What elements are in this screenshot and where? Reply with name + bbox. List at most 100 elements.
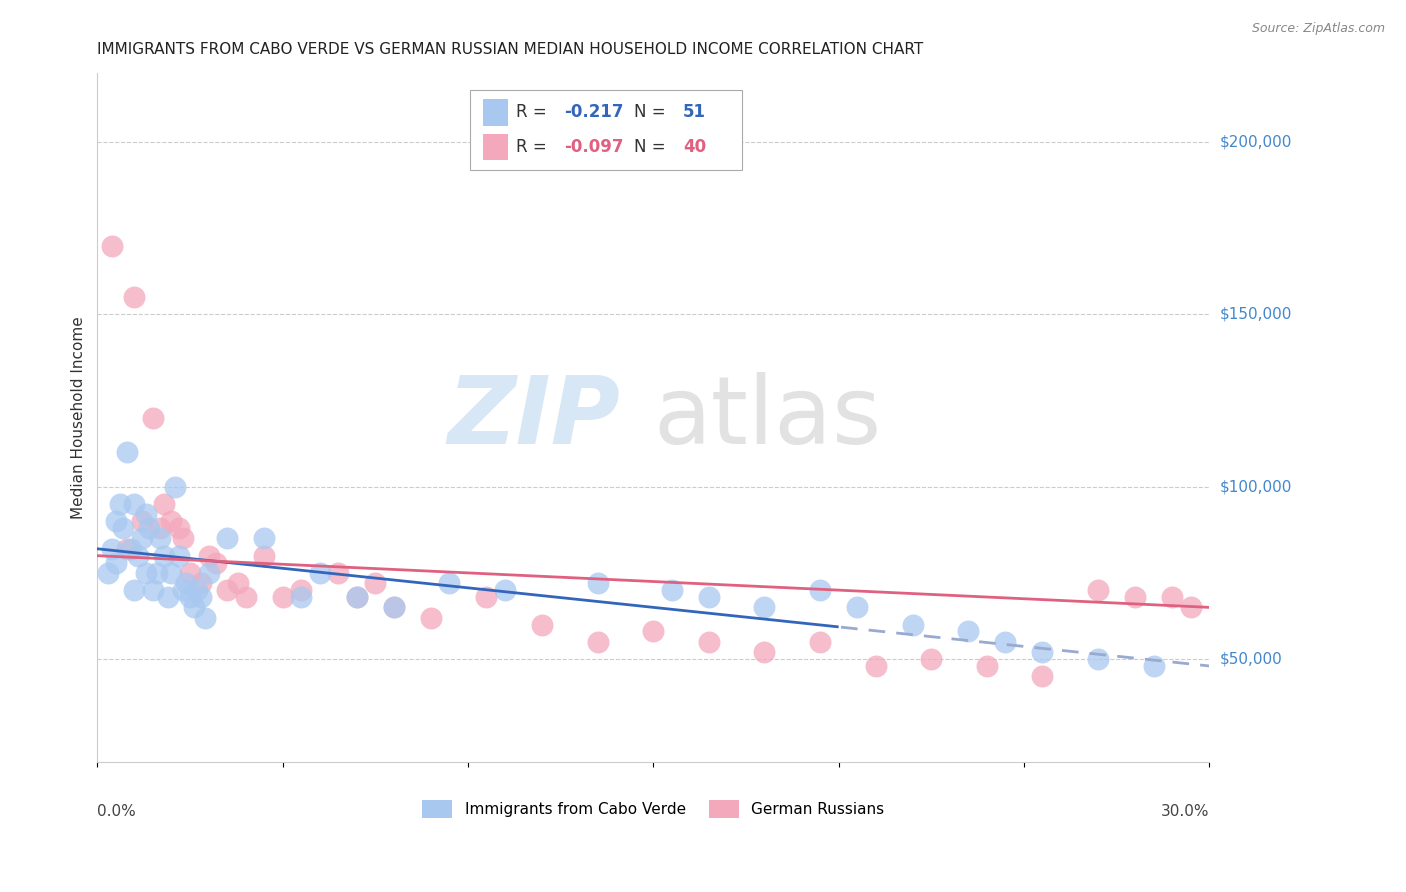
Point xyxy=(846,600,869,615)
Point xyxy=(308,566,330,580)
Legend: Immigrants from Cabo Verde, German Russians: Immigrants from Cabo Verde, German Russi… xyxy=(416,794,890,823)
Point xyxy=(142,583,165,598)
Point xyxy=(149,521,172,535)
Point xyxy=(419,610,441,624)
Point xyxy=(205,556,228,570)
Point xyxy=(235,590,257,604)
Point xyxy=(104,514,127,528)
Point xyxy=(149,532,172,546)
Point xyxy=(1031,645,1053,659)
Point xyxy=(131,514,153,528)
Point xyxy=(586,576,609,591)
Text: -0.097: -0.097 xyxy=(564,138,624,156)
Point xyxy=(190,576,212,591)
Point xyxy=(697,635,720,649)
Point xyxy=(179,590,201,604)
Point xyxy=(97,566,120,580)
Point xyxy=(531,617,554,632)
Point xyxy=(172,583,194,598)
Point xyxy=(108,497,131,511)
Point xyxy=(976,659,998,673)
Point xyxy=(865,659,887,673)
Text: 51: 51 xyxy=(683,103,706,121)
Point xyxy=(439,576,461,591)
Point xyxy=(215,583,238,598)
Point xyxy=(190,590,212,604)
Point xyxy=(643,624,665,639)
Text: 30.0%: 30.0% xyxy=(1160,804,1209,819)
Text: Source: ZipAtlas.com: Source: ZipAtlas.com xyxy=(1251,22,1385,36)
Point xyxy=(183,600,205,615)
Text: N =: N = xyxy=(634,138,671,156)
Point xyxy=(145,566,167,580)
Text: N =: N = xyxy=(634,103,671,121)
Point xyxy=(101,541,124,556)
Point xyxy=(101,238,124,252)
Point xyxy=(901,617,924,632)
Point xyxy=(115,541,138,556)
Text: $50,000: $50,000 xyxy=(1220,651,1282,666)
Point xyxy=(167,521,190,535)
Text: 0.0%: 0.0% xyxy=(97,804,136,819)
FancyBboxPatch shape xyxy=(484,134,508,160)
Point xyxy=(957,624,980,639)
Point xyxy=(160,514,183,528)
Point xyxy=(364,576,387,591)
Point xyxy=(586,635,609,649)
Point xyxy=(253,532,276,546)
Point xyxy=(920,652,942,666)
Point xyxy=(226,576,249,591)
Point xyxy=(131,532,153,546)
Point xyxy=(104,556,127,570)
Point xyxy=(328,566,350,580)
Point xyxy=(186,583,208,598)
Point xyxy=(153,549,176,563)
Point xyxy=(1142,659,1164,673)
Point xyxy=(215,532,238,546)
Point xyxy=(124,583,146,598)
Point xyxy=(1031,669,1053,683)
Point xyxy=(661,583,683,598)
Point xyxy=(153,497,176,511)
Point xyxy=(697,590,720,604)
Point xyxy=(1087,652,1109,666)
FancyBboxPatch shape xyxy=(470,90,742,169)
Point xyxy=(808,635,831,649)
Point xyxy=(165,480,187,494)
Point xyxy=(1180,600,1202,615)
Point xyxy=(124,497,146,511)
Point xyxy=(138,521,160,535)
Text: 40: 40 xyxy=(683,138,706,156)
Point xyxy=(382,600,405,615)
Point xyxy=(382,600,405,615)
Point xyxy=(1123,590,1146,604)
Point xyxy=(290,590,312,604)
Point xyxy=(754,600,776,615)
Point xyxy=(142,410,165,425)
Point xyxy=(1087,583,1109,598)
Y-axis label: Median Household Income: Median Household Income xyxy=(72,317,86,519)
Text: atlas: atlas xyxy=(654,372,882,464)
Point xyxy=(754,645,776,659)
Point xyxy=(494,583,516,598)
Point xyxy=(290,583,312,598)
Point xyxy=(156,590,179,604)
Point xyxy=(112,521,135,535)
Point xyxy=(172,532,194,546)
Text: IMMIGRANTS FROM CABO VERDE VS GERMAN RUSSIAN MEDIAN HOUSEHOLD INCOME CORRELATION: IMMIGRANTS FROM CABO VERDE VS GERMAN RUS… xyxy=(97,42,924,57)
Point xyxy=(1161,590,1184,604)
Point xyxy=(197,549,219,563)
Point xyxy=(271,590,294,604)
Point xyxy=(179,566,201,580)
Point xyxy=(808,583,831,598)
Point xyxy=(346,590,368,604)
Point xyxy=(167,549,190,563)
Point xyxy=(197,566,219,580)
Point xyxy=(120,541,142,556)
FancyBboxPatch shape xyxy=(484,99,508,126)
Point xyxy=(174,576,197,591)
Point xyxy=(346,590,368,604)
Point xyxy=(127,549,149,563)
Point xyxy=(135,566,157,580)
Text: $150,000: $150,000 xyxy=(1220,307,1292,322)
